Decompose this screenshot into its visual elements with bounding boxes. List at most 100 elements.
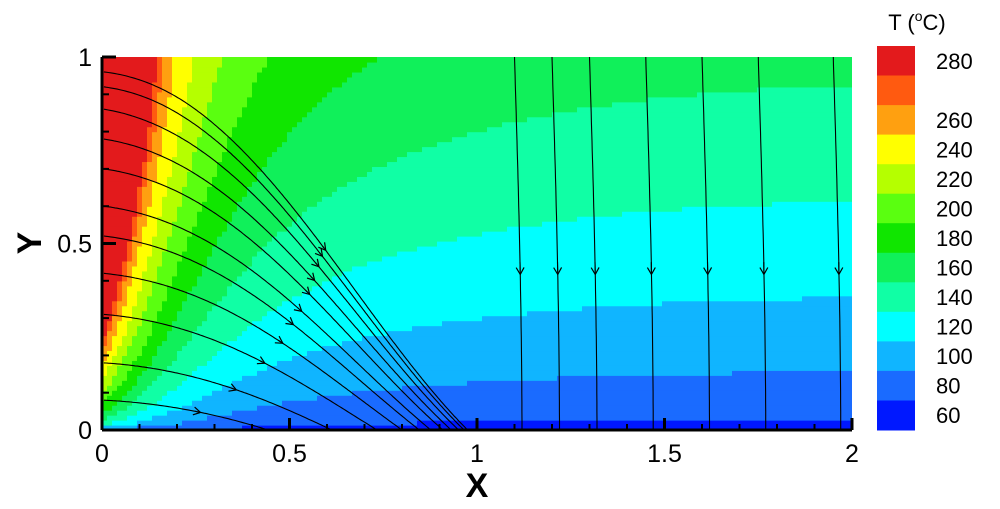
contour-cell [267, 146, 273, 153]
contour-cell [207, 231, 213, 237]
contour-cell [282, 171, 288, 177]
contour-cell [292, 186, 298, 192]
contour-cell [387, 131, 393, 138]
contour-cell [287, 410, 293, 416]
contour-cell [202, 365, 208, 371]
contour-cell [192, 275, 198, 282]
contour-cell [287, 211, 293, 217]
contour-cell [317, 320, 323, 327]
contour-cell [242, 221, 248, 227]
contour-cell [317, 231, 323, 237]
contour-cell [362, 340, 368, 347]
contour-cell [327, 280, 333, 287]
contour-cell [327, 335, 333, 342]
contour-cell [267, 86, 273, 93]
contour-cell [217, 420, 223, 426]
contour-cell [367, 370, 373, 376]
contour-cell [432, 265, 438, 272]
contour-cell [227, 61, 233, 68]
contour-cell [217, 131, 223, 138]
contour-cell [342, 86, 348, 93]
contour-cell [112, 176, 118, 182]
contour-cell [182, 176, 188, 182]
contour-cell [417, 265, 423, 272]
contour-cell [107, 191, 113, 197]
contour-cell [147, 186, 153, 192]
contour-cell [392, 186, 398, 192]
contour-cell [387, 255, 393, 262]
contour-cell [247, 275, 253, 282]
contour-cell [397, 335, 403, 342]
contour-cell [212, 255, 218, 262]
contour-cell [392, 191, 398, 197]
contour-cell [262, 365, 268, 371]
contour-cell [207, 405, 213, 411]
contour-cell [397, 221, 403, 227]
contour-cell [317, 57, 323, 63]
contour-cell [207, 111, 213, 118]
contour-cell [372, 196, 378, 202]
contour-cell [332, 161, 338, 168]
contour-cell [102, 201, 108, 207]
contour-cell [147, 57, 153, 63]
contour-cell [387, 181, 393, 187]
contour-cell [152, 111, 158, 118]
contour-cell [287, 375, 293, 381]
contour-cell [417, 121, 423, 128]
contour-cell [397, 81, 403, 88]
contour-cell [212, 186, 218, 192]
contour-cell [112, 191, 118, 197]
contour-cell [242, 280, 248, 287]
contour-cell [337, 166, 343, 172]
contour-cell [332, 126, 338, 133]
contour-cell [352, 355, 358, 361]
contour-cell [287, 221, 293, 227]
contour-cell [397, 330, 403, 337]
contour-cell [262, 221, 268, 227]
contour-cell [237, 355, 243, 361]
contour-cell [172, 275, 178, 282]
contour-cell [342, 196, 348, 202]
contour-cell [232, 335, 238, 342]
contour-cell [317, 365, 323, 371]
contour-cell [107, 91, 113, 98]
contour-cell [342, 236, 348, 242]
contour-cell [242, 206, 248, 212]
contour-cell [187, 146, 193, 153]
contour-cell [272, 141, 278, 148]
contour-cell [357, 385, 363, 391]
contour-cell [377, 270, 383, 277]
contour-cell [147, 355, 153, 361]
contour-cell [297, 161, 303, 168]
contour-cell [387, 76, 393, 83]
contour-cell [337, 395, 343, 401]
contour-cell [217, 335, 223, 342]
contour-cell [222, 360, 228, 366]
contour-cell [377, 231, 383, 237]
contour-cell [272, 375, 278, 381]
contour-cell [342, 315, 348, 322]
contour-cell [362, 151, 368, 158]
contour-cell [317, 385, 323, 391]
contour-cell [242, 315, 248, 322]
contour-cell [147, 181, 153, 187]
contour-cell [222, 161, 228, 168]
contour-cell [322, 61, 328, 68]
contour-cell [137, 81, 143, 88]
contour-cell [287, 106, 293, 113]
contour-cell [327, 186, 333, 192]
contour-cell [377, 335, 383, 342]
contour-cell [192, 126, 198, 133]
contour-cell [327, 420, 333, 426]
contour-cell [317, 350, 323, 356]
contour-cell [222, 425, 228, 430]
contour-cell [347, 96, 353, 103]
contour-cell [107, 116, 113, 123]
contour-cell [362, 275, 368, 282]
contour-cell [207, 176, 213, 182]
contour-cell [347, 57, 353, 63]
contour-cell [107, 221, 113, 227]
contour-cell [372, 111, 378, 118]
contour-cell [317, 76, 323, 83]
contour-cell [307, 216, 313, 222]
